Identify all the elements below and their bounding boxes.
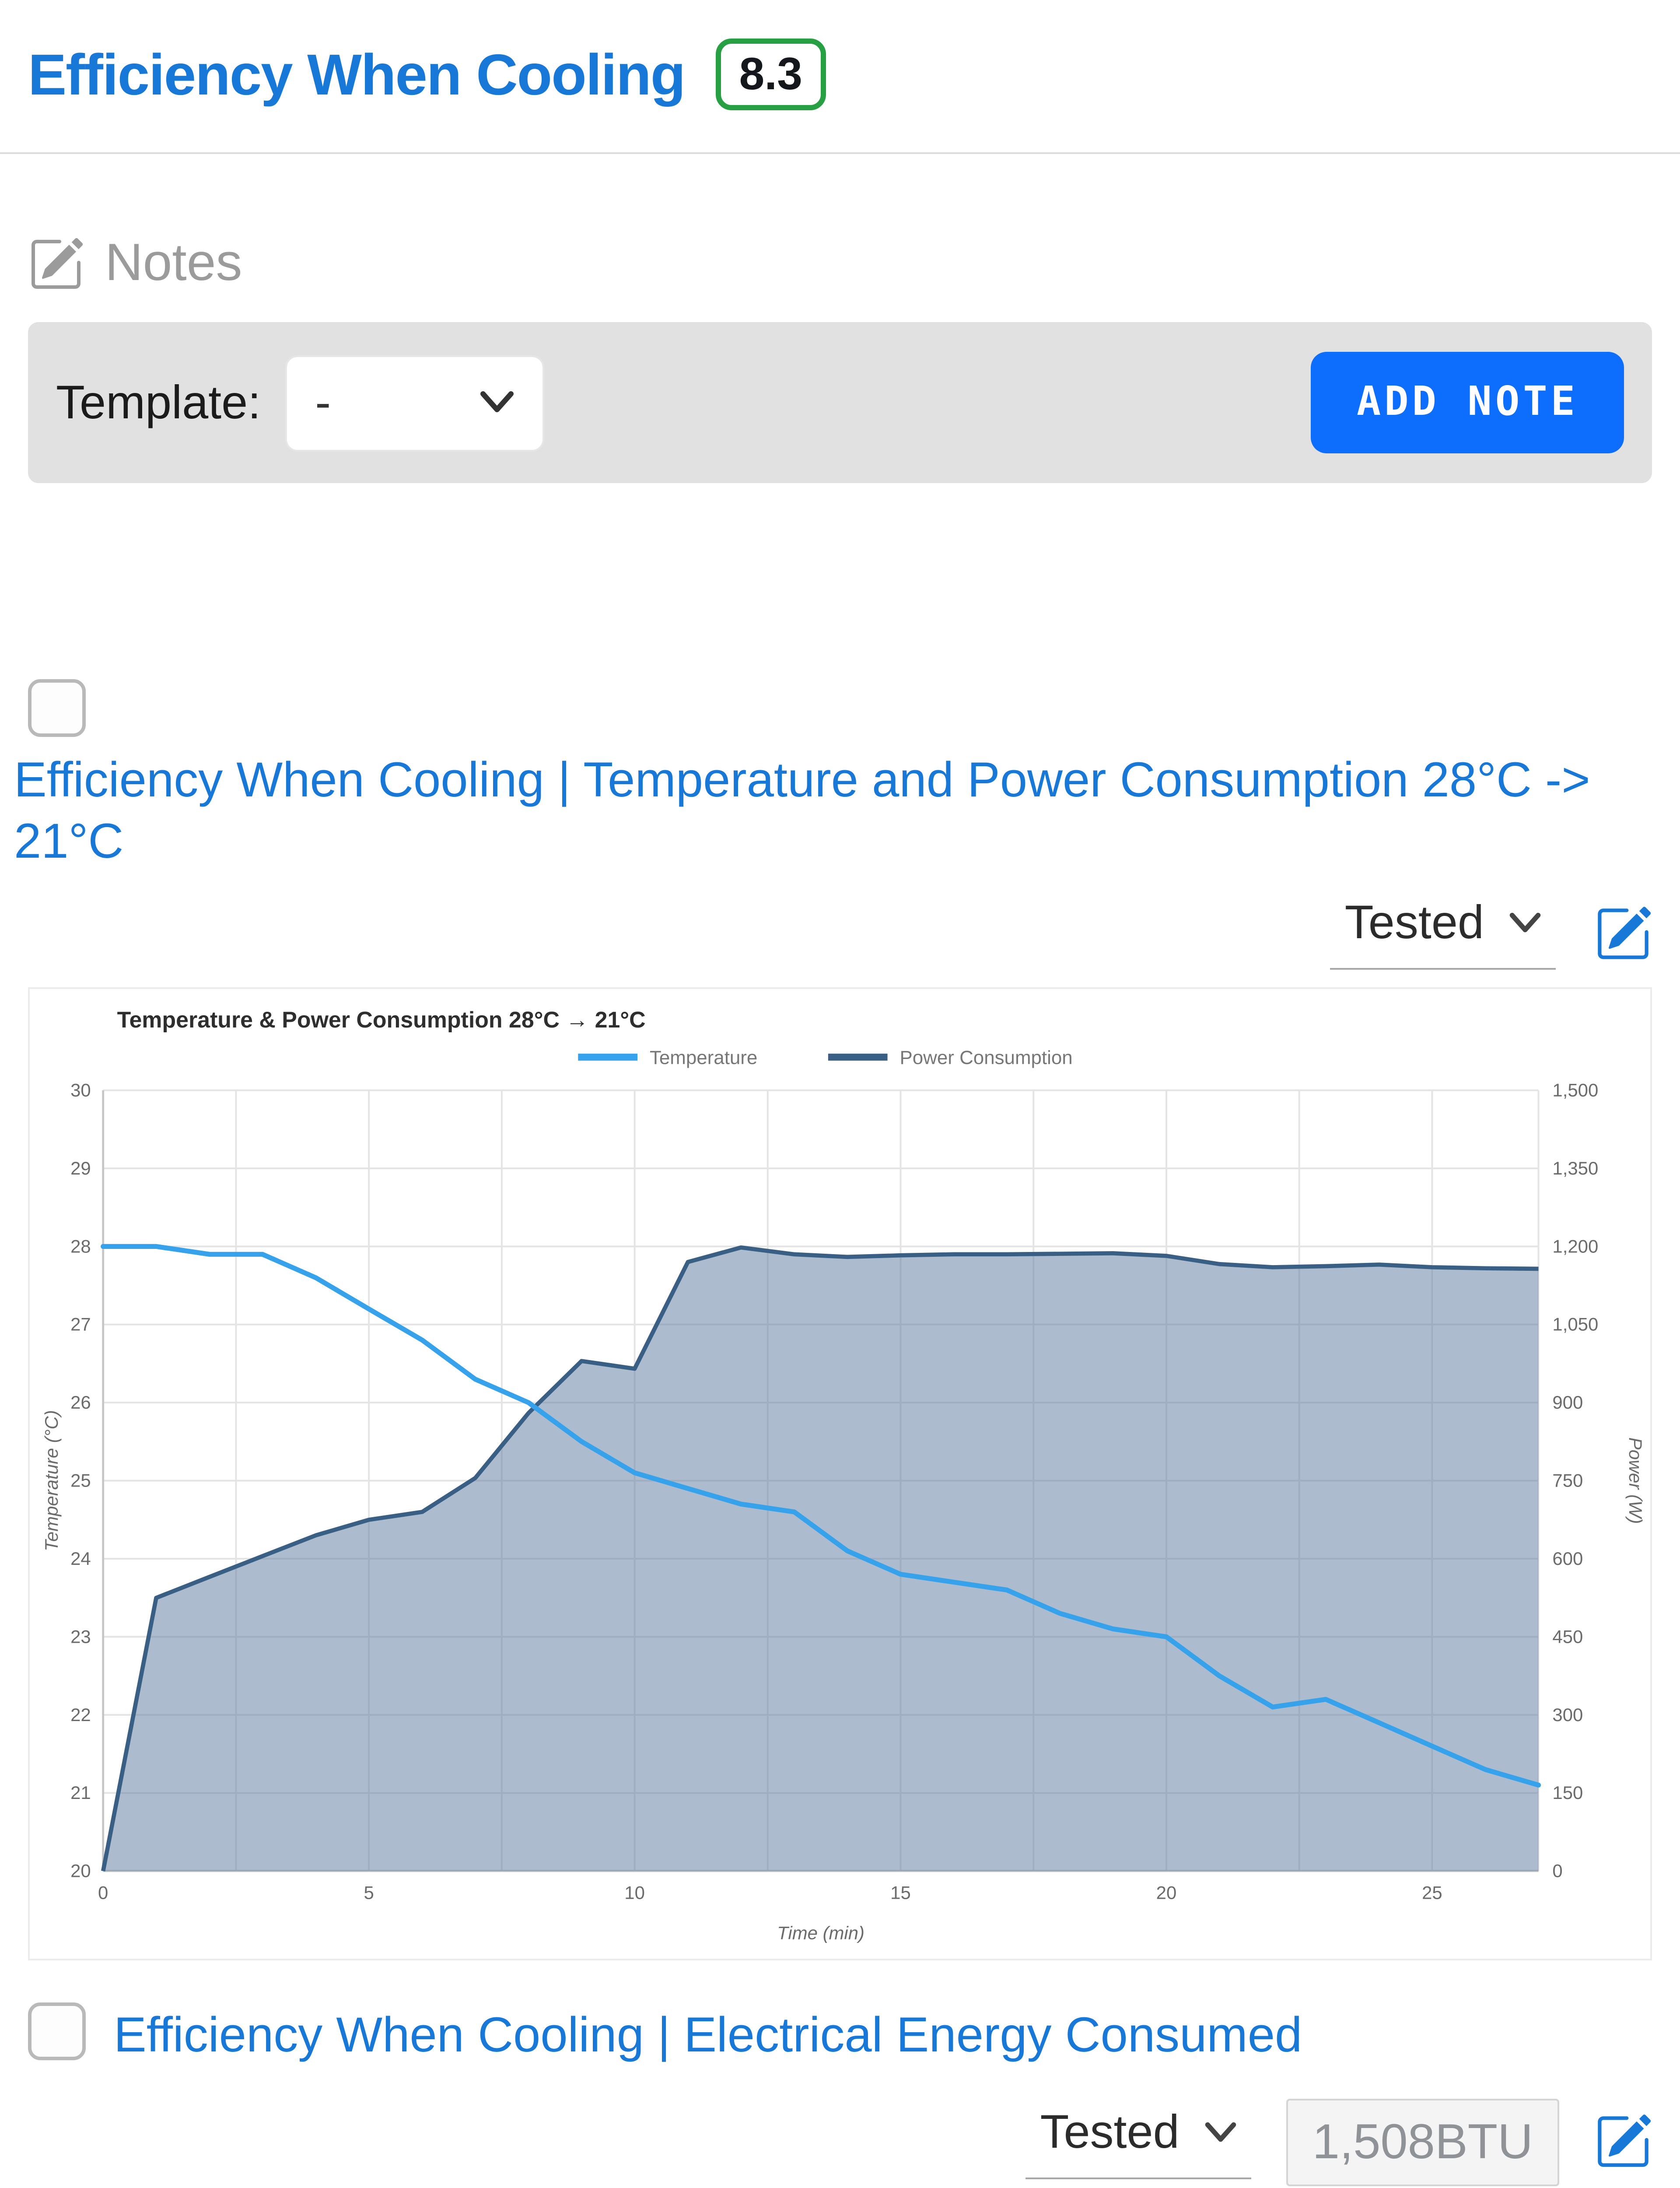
svg-text:24: 24 (70, 1549, 91, 1570)
svg-text:26: 26 (70, 1393, 91, 1413)
chevron-down-icon (1508, 913, 1542, 936)
svg-text:0: 0 (1552, 1861, 1562, 1882)
svg-text:900: 900 (1552, 1393, 1583, 1413)
svg-text:150: 150 (1552, 1783, 1583, 1804)
svg-text:Power (W): Power (W) (1625, 1438, 1643, 1525)
divider (0, 152, 1680, 154)
svg-text:30: 30 (70, 1080, 91, 1101)
status-value: Tested (1344, 897, 1484, 950)
edit-icon[interactable] (1594, 2114, 1652, 2171)
metric-value: 1,508BTU (1286, 2098, 1559, 2186)
svg-text:10: 10 (624, 1883, 645, 1904)
notes-label: Notes (105, 235, 242, 292)
edit-icon[interactable] (1594, 905, 1652, 963)
test-item-electrical-energy: Efficiency When Cooling | Electrical Ene… (0, 1961, 1680, 2188)
chevron-down-icon (480, 390, 514, 415)
notes-header: Notes (28, 235, 1652, 294)
svg-text:Power Consumption: Power Consumption (900, 1048, 1073, 1069)
svg-text:0: 0 (98, 1883, 108, 1904)
chart-container: 20 21 22 23 24 25 26 27 28 29 30 0 150 300 450 600 750 90… (28, 988, 1652, 1961)
test-item-chart: Efficiency When Cooling | Temperature an… (0, 679, 1680, 1961)
svg-text:27: 27 (70, 1315, 91, 1335)
svg-text:20: 20 (1156, 1883, 1177, 1904)
svg-text:750: 750 (1552, 1471, 1583, 1491)
svg-text:450: 450 (1552, 1627, 1583, 1648)
svg-text:1,050: 1,050 (1552, 1315, 1598, 1335)
svg-text:Temperature & Power Consumptio: Temperature & Power Consumption 28°C → 2… (117, 1008, 646, 1033)
svg-text:25: 25 (1422, 1883, 1442, 1904)
svg-text:Time (min): Time (min) (777, 1923, 864, 1944)
status-row: Tested (28, 897, 1652, 971)
item-checkbox[interactable] (28, 2003, 86, 2061)
item-checkbox[interactable] (28, 679, 86, 737)
svg-text:Temperature (°C): Temperature (°C) (41, 1411, 62, 1552)
svg-text:29: 29 (70, 1159, 91, 1179)
svg-text:600: 600 (1552, 1549, 1583, 1570)
item-title-link[interactable]: Efficiency When Cooling | Temperature an… (14, 753, 1590, 868)
svg-text:300: 300 (1552, 1705, 1583, 1726)
svg-text:1,200: 1,200 (1552, 1237, 1598, 1257)
svg-text:15: 15 (890, 1883, 911, 1904)
template-select[interactable]: - (285, 354, 545, 451)
svg-text:25: 25 (70, 1471, 91, 1491)
temperature-power-chart: 2021222324252627282930015030045060075090… (41, 1008, 1643, 1944)
item-title-link[interactable]: Efficiency When Cooling | Electrical Ene… (114, 2008, 1302, 2062)
template-label: Template: (56, 375, 261, 428)
status-value: Tested (1040, 2105, 1180, 2158)
score-badge: 8.3 (716, 39, 826, 110)
svg-text:1,500: 1,500 (1552, 1080, 1598, 1101)
template-select-value: - (315, 375, 331, 428)
svg-text:23: 23 (70, 1627, 91, 1648)
page-header: Efficiency When Cooling 8.3 (0, 21, 1680, 110)
chevron-down-icon (1204, 2121, 1237, 2144)
status-row: Tested 1,508BTU (28, 2098, 1652, 2186)
svg-text:20: 20 (70, 1861, 91, 1882)
status-select[interactable]: Tested (1330, 897, 1556, 971)
svg-text:28: 28 (70, 1237, 91, 1257)
svg-text:22: 22 (70, 1705, 91, 1726)
svg-text:21: 21 (70, 1783, 91, 1804)
svg-text:5: 5 (364, 1883, 374, 1904)
page-title: Efficiency When Cooling (28, 41, 686, 106)
edit-note-icon (28, 236, 84, 292)
svg-text:Temperature: Temperature (650, 1048, 757, 1069)
status-select[interactable]: Tested (1026, 2106, 1251, 2179)
template-bar: Template: - ADD NOTE (28, 322, 1652, 483)
add-note-button[interactable]: ADD NOTE (1311, 352, 1624, 453)
svg-text:1,350: 1,350 (1552, 1159, 1598, 1179)
